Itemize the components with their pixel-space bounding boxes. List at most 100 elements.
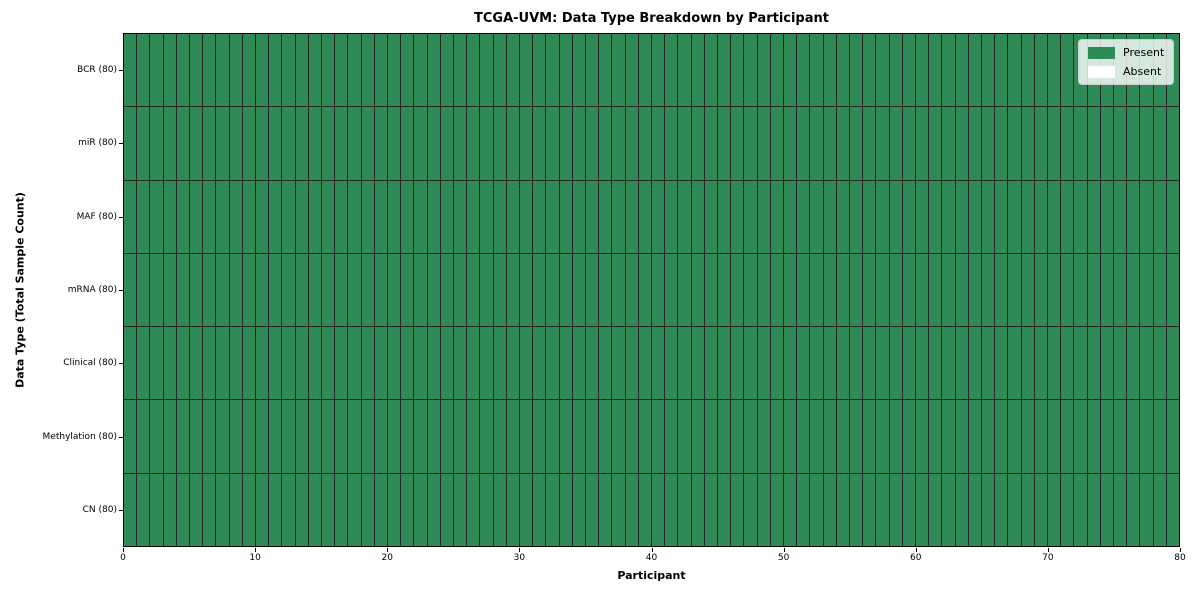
heatmap-cell: [269, 107, 282, 180]
heatmap-cell: [282, 180, 295, 253]
heatmap-cell: [1021, 473, 1034, 546]
heatmap-cell: [1100, 253, 1113, 327]
heatmap-cell: [836, 180, 849, 253]
heatmap-cell: [1113, 327, 1127, 400]
heatmap-cell: [440, 473, 453, 546]
heatmap-cell: [823, 327, 836, 400]
heatmap-cell: [546, 327, 559, 400]
heatmap-cell: [810, 400, 823, 473]
heatmap-cell: [929, 327, 942, 400]
heatmap-cell: [797, 400, 810, 473]
heatmap-cell: [493, 473, 506, 546]
heatmap-cell: [915, 180, 929, 253]
heatmap-cell: [783, 34, 797, 107]
x-tick-label: 30: [513, 553, 526, 563]
heatmap-cell: [335, 180, 348, 253]
heatmap-cell: [823, 400, 836, 473]
heatmap-cell: [335, 400, 348, 473]
heatmap-cell: [902, 473, 915, 546]
heatmap-cell: [955, 107, 968, 180]
y-tick-label: Methylation (80): [42, 431, 117, 442]
heatmap-cell: [1047, 253, 1061, 327]
x-tick-mark: [1180, 548, 1181, 552]
heatmap-cell: [533, 34, 546, 107]
heatmap-cell: [137, 253, 150, 327]
heatmap-cell: [480, 327, 493, 400]
heatmap-cell: [1153, 180, 1166, 253]
heatmap-cell: [401, 473, 414, 546]
x-tick-mark: [783, 548, 785, 552]
heatmap-cell: [849, 107, 863, 180]
heatmap-cell: [704, 34, 717, 107]
heatmap-cell: [440, 180, 453, 253]
heatmap-cell: [599, 34, 612, 107]
heatmap-cell: [1061, 34, 1074, 107]
heatmap-cell: [480, 253, 493, 327]
heatmap-cell: [1153, 253, 1166, 327]
heatmap-cell: [176, 253, 189, 327]
heatmap-cell: [467, 107, 480, 180]
heatmap-cell: [387, 400, 401, 473]
heatmap-cell: [176, 473, 189, 546]
heatmap-cell: [1087, 400, 1100, 473]
heatmap-cell: [1153, 107, 1166, 180]
heatmap-cell: [414, 107, 427, 180]
x-tick-label: 60: [910, 553, 922, 563]
heatmap-cell: [163, 107, 176, 180]
heatmap-cell: [493, 34, 506, 107]
heatmap-cell: [1074, 180, 1087, 253]
heatmap-cell: [255, 327, 269, 400]
heatmap-cell: [955, 34, 968, 107]
heatmap-cell: [559, 180, 572, 253]
y-tick-label: CN (80): [82, 505, 117, 516]
heatmap-cell: [678, 107, 691, 180]
heatmap-cell: [124, 34, 137, 107]
heatmap-cell: [493, 327, 506, 400]
heatmap-cell: [625, 400, 638, 473]
heatmap-cell: [823, 473, 836, 546]
heatmap-cell: [374, 34, 387, 107]
heatmap-cell: [783, 180, 797, 253]
heatmap-cell: [216, 253, 229, 327]
heatmap-cell: [651, 180, 665, 253]
heatmap-cell: [414, 327, 427, 400]
heatmap-cell: [876, 34, 889, 107]
heatmap-cell: [1127, 327, 1140, 400]
heatmap-cell: [572, 253, 585, 327]
heatmap-cell: [942, 400, 955, 473]
heatmap-cell: [1034, 473, 1047, 546]
heatmap-cell: [1008, 473, 1021, 546]
heatmap-cell: [414, 180, 427, 253]
heatmap-cell: [282, 327, 295, 400]
heatmap-cell: [704, 473, 717, 546]
heatmap-cell: [995, 327, 1008, 400]
heatmap-cell: [546, 34, 559, 107]
heatmap-cell: [1034, 253, 1047, 327]
heatmap-cell: [1008, 400, 1021, 473]
heatmap-cell: [1113, 107, 1127, 180]
heatmap-cell: [995, 180, 1008, 253]
heatmap-cell: [797, 473, 810, 546]
heatmap-cell: [731, 400, 744, 473]
heatmap-cell: [519, 473, 533, 546]
heatmap-cell: [242, 253, 255, 327]
heatmap-cell: [612, 327, 625, 400]
heatmap-cell: [189, 180, 203, 253]
heatmap-cell: [559, 34, 572, 107]
heatmap-cell: [770, 180, 783, 253]
legend-label-absent: Absent: [1123, 65, 1162, 78]
heatmap-cell: [1074, 327, 1087, 400]
heatmap-cell: [955, 253, 968, 327]
heatmap-cell: [229, 180, 242, 253]
heatmap-cell: [638, 400, 651, 473]
heatmap-cell: [506, 34, 519, 107]
heatmap-cell: [757, 253, 770, 327]
heatmap-cell: [1100, 107, 1113, 180]
heatmap-cell: [783, 400, 797, 473]
heatmap-cell: [770, 473, 783, 546]
heatmap-cell: [546, 473, 559, 546]
y-tick-mark: [119, 436, 123, 438]
heatmap-cell: [849, 327, 863, 400]
heatmap-cell: [216, 400, 229, 473]
heatmap-cell: [783, 107, 797, 180]
